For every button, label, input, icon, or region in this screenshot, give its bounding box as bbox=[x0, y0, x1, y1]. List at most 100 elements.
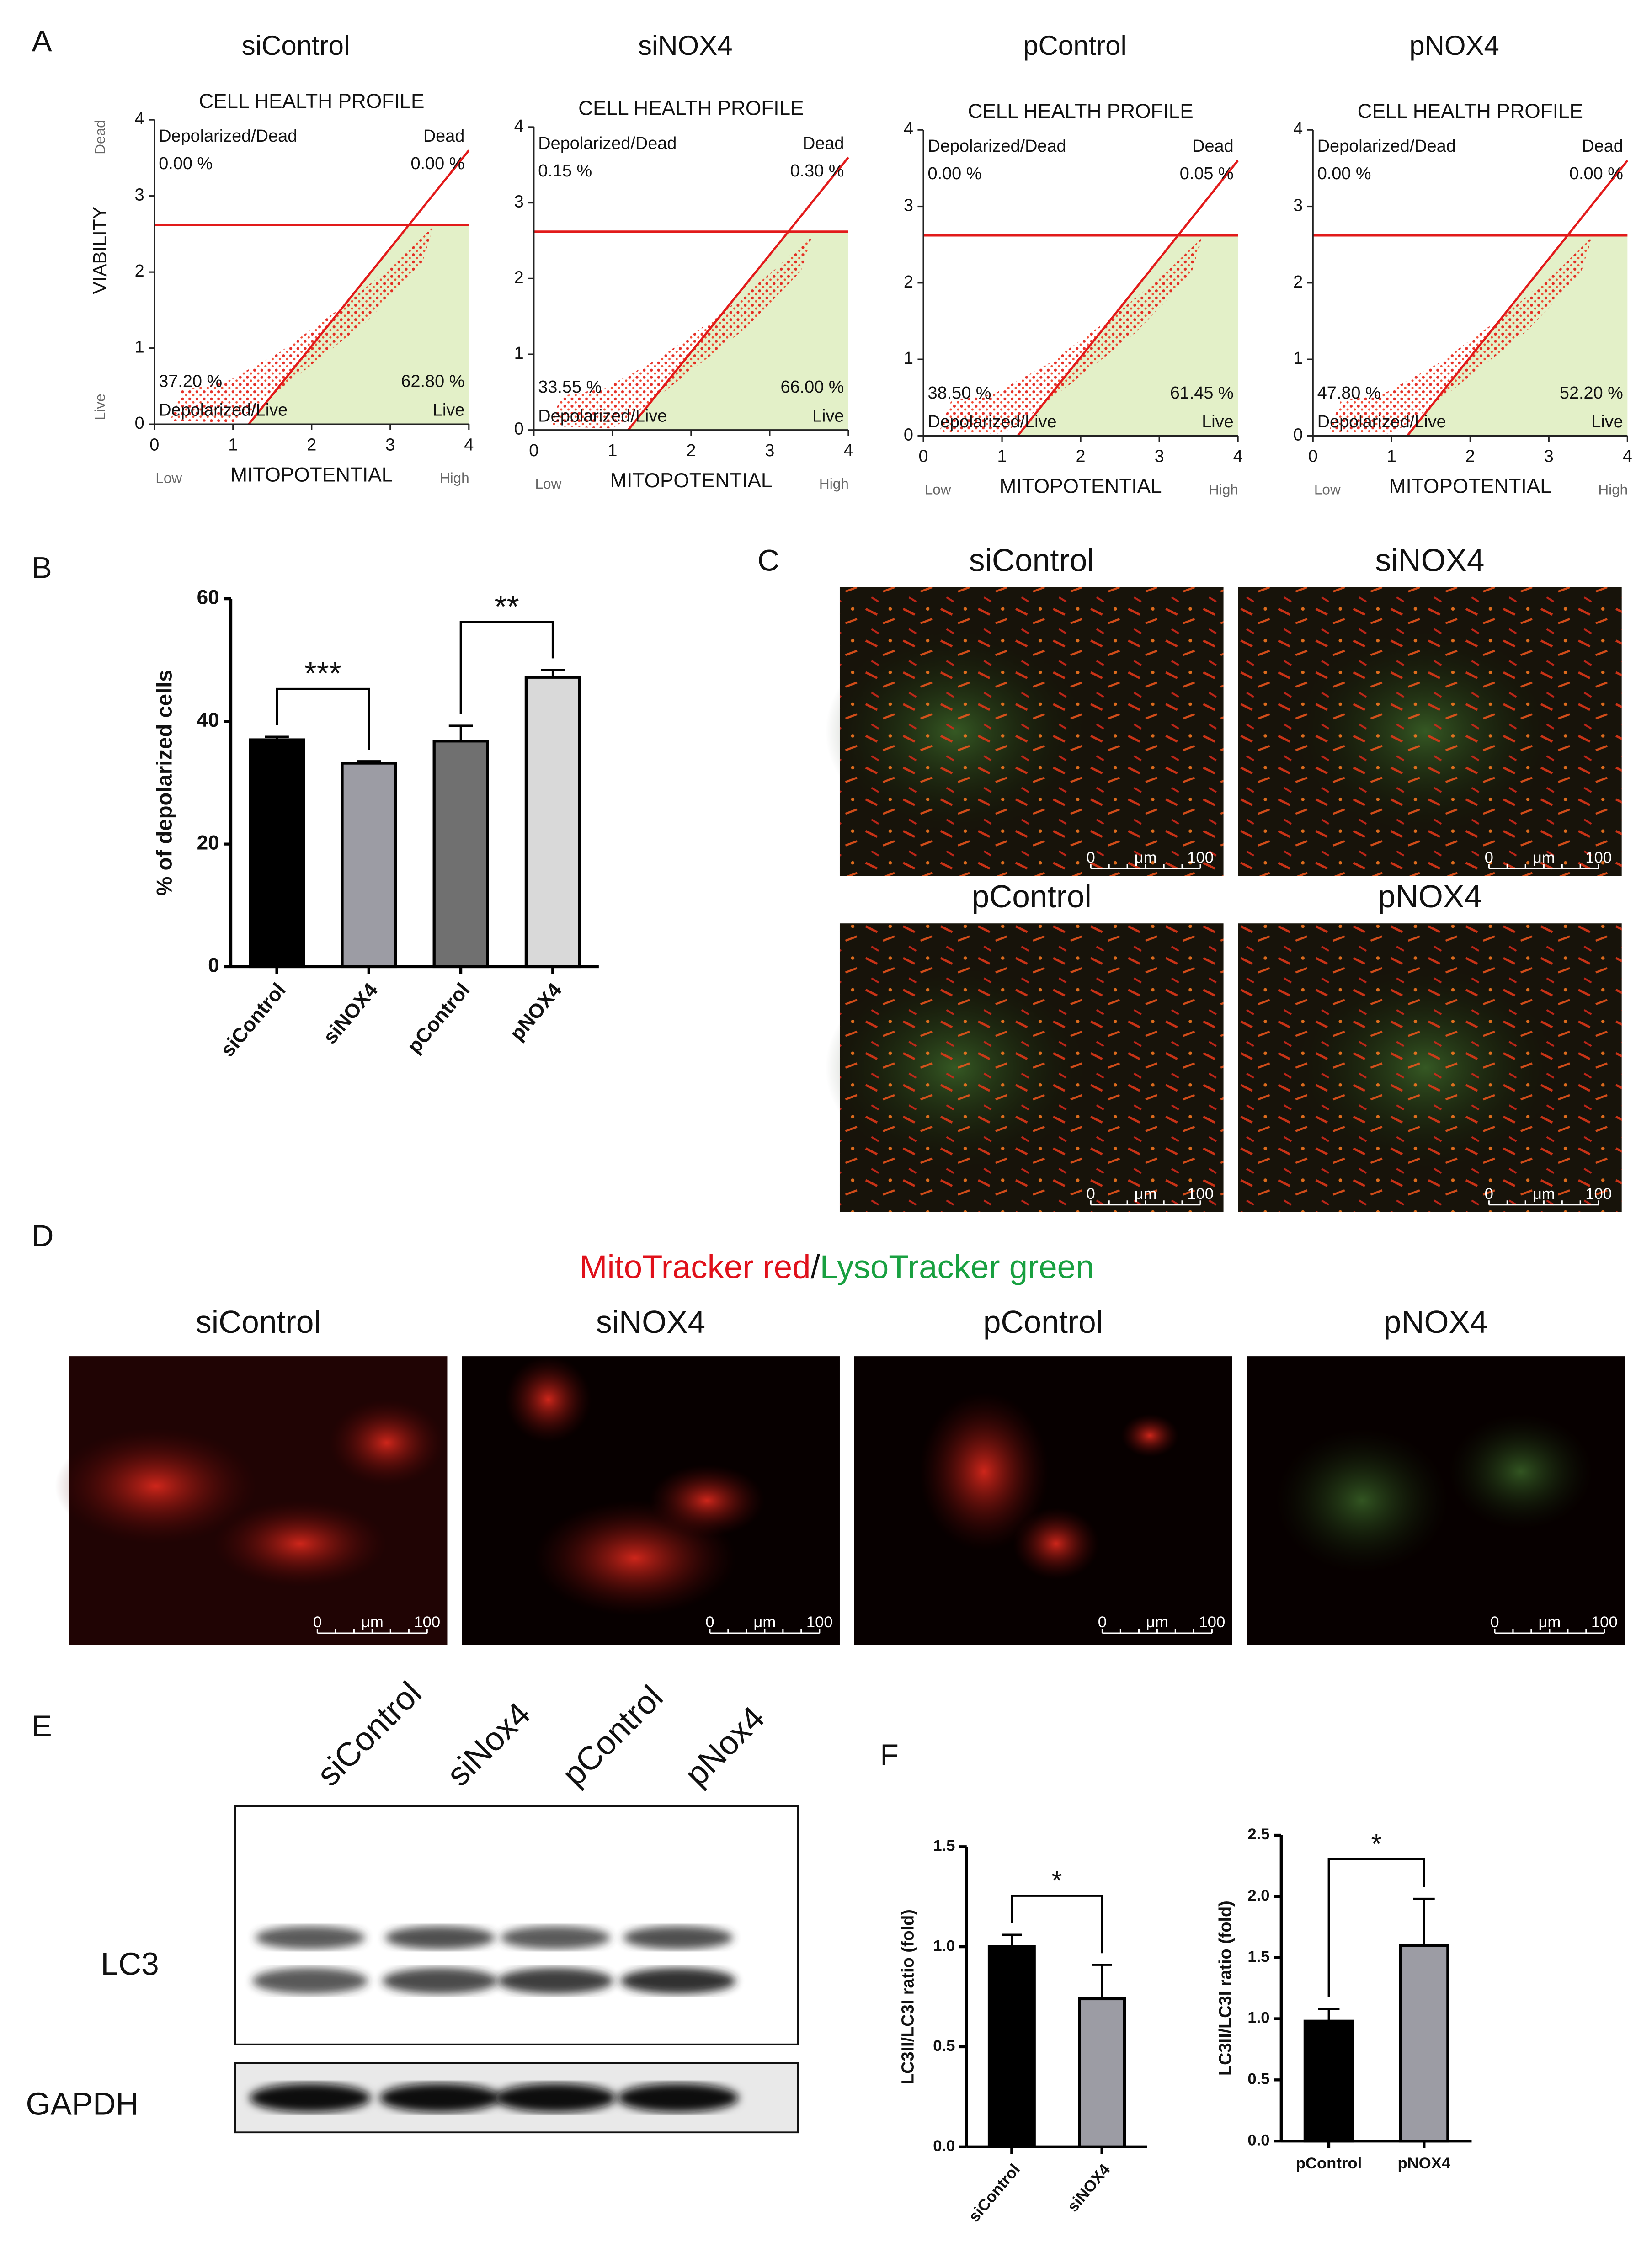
x-tick-label: 0 bbox=[529, 441, 538, 460]
y-axis-label: % of depolarized cells bbox=[152, 670, 176, 895]
micrograph-texture bbox=[1238, 587, 1622, 876]
error-bar bbox=[1002, 1933, 1022, 1947]
significance-bracket bbox=[1327, 1858, 1425, 1997]
x-tick-label: pControl bbox=[403, 979, 474, 1058]
x-tick-label: pNOX4 bbox=[1397, 2155, 1450, 2172]
y-tick-label: 4 bbox=[904, 119, 913, 138]
column-title: pNOX4 bbox=[1409, 30, 1499, 61]
quadrant-percent: 38.50 % bbox=[928, 383, 991, 403]
quadrant-percent: 61.45 % bbox=[1170, 383, 1234, 403]
bar bbox=[987, 1945, 1036, 2148]
x-tick-label: 1 bbox=[1387, 447, 1396, 466]
panel-label: A bbox=[32, 24, 52, 58]
y-tick-label: 3 bbox=[514, 192, 524, 212]
scale-start: 0 bbox=[1490, 1614, 1499, 1631]
quadrant-name: Depolarized/Live bbox=[538, 406, 667, 426]
y-tick-label: 0 bbox=[514, 420, 524, 439]
micrograph-cell bbox=[1448, 1414, 1593, 1529]
scale-bar: 0 μm 100 bbox=[1485, 849, 1612, 869]
scale-bar: 0 μm 100 bbox=[1098, 1614, 1225, 1634]
significance-label: *** bbox=[304, 655, 341, 691]
quadrant-percent: 62.80 % bbox=[401, 372, 464, 391]
blot-band bbox=[379, 2083, 501, 2113]
micrograph-cell bbox=[1013, 1507, 1100, 1580]
blot-band bbox=[623, 1926, 733, 1949]
scale-end: 100 bbox=[1187, 1185, 1214, 1203]
plot-title: CELL HEALTH PROFILE bbox=[199, 90, 424, 112]
bar bbox=[341, 762, 397, 969]
y-tick-label: 1.0 bbox=[1247, 2009, 1269, 2027]
x-tick-label: 3 bbox=[1544, 447, 1554, 466]
quadrant-name: Depolarized/Dead bbox=[159, 127, 297, 146]
x-high-label: High bbox=[1598, 481, 1628, 498]
micrograph-cell bbox=[1121, 1414, 1179, 1458]
scale-bar: 0 μm 100 bbox=[1087, 1185, 1214, 1206]
scale-unit: μm bbox=[1135, 849, 1157, 866]
x-axis-label: MITOPOTENTIAL bbox=[230, 463, 393, 486]
y-tick-label: 0 bbox=[208, 954, 219, 977]
blot-band bbox=[495, 2083, 616, 2113]
bar bbox=[524, 676, 581, 969]
quadrant-percent: 66.00 % bbox=[781, 378, 844, 397]
micrograph-cell bbox=[54, 1428, 257, 1544]
error-bar bbox=[265, 735, 289, 740]
bar bbox=[249, 738, 305, 969]
quadrant-percent: 0.00 % bbox=[1317, 164, 1371, 183]
scale-bar: 0 μm 100 bbox=[313, 1614, 440, 1634]
quadrant-name: Dead bbox=[803, 134, 844, 153]
scale-unit: μm bbox=[1146, 1614, 1168, 1631]
x-low-label: Low bbox=[1314, 481, 1341, 498]
error-bar bbox=[357, 760, 381, 763]
blot-band bbox=[501, 1926, 611, 1949]
scale-bar: 0 μm 100 bbox=[1490, 1614, 1618, 1634]
x-tick-label: 1 bbox=[997, 447, 1007, 466]
y-tick-label: 0.0 bbox=[933, 2137, 955, 2155]
x-tick-label: 3 bbox=[385, 435, 395, 454]
y-tick-label: 2 bbox=[1293, 272, 1303, 292]
y-axis-label: LC3II/LC3I ratio (fold) bbox=[898, 1909, 917, 2084]
y-tick-label: 2 bbox=[904, 272, 913, 292]
x-low-label: Low bbox=[925, 481, 951, 498]
quadrant-percent: 0.00 % bbox=[1569, 164, 1623, 183]
significance-bracket bbox=[459, 621, 554, 714]
y-tick-label: 1.5 bbox=[1247, 1948, 1269, 1965]
bar bbox=[1303, 2019, 1354, 2143]
blot-band bbox=[255, 1926, 365, 1949]
quadrant-name: Dead bbox=[423, 127, 465, 146]
scale-unit: μm bbox=[1538, 1614, 1561, 1631]
quadrant-percent: 47.80 % bbox=[1317, 383, 1381, 403]
stain-mito: MitoTracker red bbox=[580, 1249, 810, 1286]
x-tick-label: 2 bbox=[307, 435, 316, 454]
gate-line bbox=[627, 156, 849, 431]
x-tick-label: 3 bbox=[765, 441, 774, 460]
x-tick-label: 3 bbox=[1155, 447, 1164, 466]
scale-unit: μm bbox=[1533, 1185, 1555, 1203]
y-tick-label: 2.5 bbox=[1247, 1826, 1269, 1843]
scale-start: 0 bbox=[1485, 1185, 1493, 1203]
y-axis-label: LC3II/LC3I ratio (fold) bbox=[1216, 1901, 1235, 2076]
panel-label: D bbox=[32, 1219, 53, 1253]
lane-label: siNox4 bbox=[440, 1695, 538, 1793]
micrograph-texture bbox=[839, 923, 1224, 1212]
scale-end: 100 bbox=[414, 1614, 440, 1631]
micrograph-texture bbox=[1238, 923, 1622, 1212]
micrograph-cell bbox=[649, 1464, 765, 1537]
gate-line bbox=[1406, 160, 1629, 437]
y-dead-label: Dead bbox=[91, 120, 108, 154]
x-tick-label: siControl bbox=[965, 2161, 1023, 2226]
quadrant-name: Depolarized/Dead bbox=[928, 137, 1066, 156]
y-live-label: Live bbox=[91, 394, 108, 420]
error-bar bbox=[1318, 2008, 1340, 2021]
x-tick-label: pControl bbox=[1296, 2155, 1362, 2172]
x-high-label: High bbox=[819, 475, 849, 492]
scale-end: 100 bbox=[806, 1614, 833, 1631]
y-tick-label: 1 bbox=[135, 338, 144, 357]
y-tick-label: 2 bbox=[135, 261, 144, 281]
scale-unit: μm bbox=[1533, 849, 1555, 866]
quadrant-name: Dead bbox=[1192, 137, 1234, 156]
scale-end: 100 bbox=[1591, 1614, 1618, 1631]
plot-title: CELL HEALTH PROFILE bbox=[1358, 100, 1583, 122]
y-tick-label: 1 bbox=[904, 349, 913, 368]
blot-band bbox=[250, 2083, 371, 2113]
